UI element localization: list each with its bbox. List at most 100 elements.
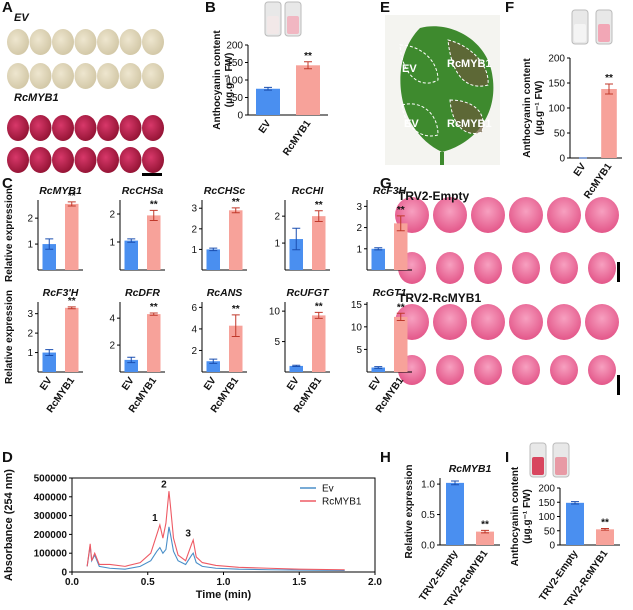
petal <box>547 197 581 233</box>
y-tick-label: 2 <box>274 212 280 223</box>
error-bar <box>149 312 158 316</box>
petal <box>550 252 578 284</box>
chart-title: RcGT1 <box>373 287 407 299</box>
panel-letter: A <box>2 0 13 16</box>
chart-title: RcMYB1 <box>449 463 492 475</box>
petal <box>433 304 467 340</box>
significance: ** <box>397 205 405 216</box>
significance: ** <box>150 302 158 313</box>
significance: ** <box>68 191 76 202</box>
petal <box>97 147 119 173</box>
petal <box>474 355 502 385</box>
error-bar <box>149 209 158 221</box>
y-tick-label: 200 <box>226 41 243 52</box>
significance: ** <box>397 302 405 313</box>
y-tick-label: 50 <box>544 526 556 537</box>
annotation: 2 <box>161 479 167 490</box>
tube-liquid <box>598 24 610 42</box>
significance: ** <box>605 73 613 84</box>
y-tick-label: 0.0 <box>421 541 435 552</box>
scale-bar <box>617 262 620 282</box>
bar <box>476 531 494 545</box>
petal <box>74 63 97 89</box>
y-tick-label: 50 <box>554 129 566 140</box>
significance: ** <box>315 200 323 211</box>
chart-title: RcCHSa <box>122 185 164 197</box>
y-tick-label: 100 <box>226 76 243 87</box>
petal <box>97 29 119 55</box>
y-tick-label: 1 <box>356 244 362 255</box>
chart-title: RcF3'H <box>43 287 79 299</box>
petal <box>142 115 164 141</box>
bar <box>147 215 161 270</box>
x-tick-label: 2.0 <box>368 577 382 588</box>
bar <box>312 315 326 372</box>
error-bar <box>605 83 613 95</box>
y-tick-label: 200 <box>548 54 565 65</box>
line-series <box>86 491 345 571</box>
chart-title: RcUFGT <box>287 287 331 299</box>
y-tick-label: 1 <box>109 238 115 249</box>
bar <box>42 352 56 372</box>
petal <box>97 115 119 141</box>
petal <box>142 29 164 55</box>
chart-title: RcCHSc <box>204 185 246 197</box>
petal <box>7 115 29 141</box>
bar <box>256 88 280 115</box>
panel-letter: H <box>380 449 391 466</box>
y-tick-label: 2 <box>27 214 33 225</box>
annotation: 3 <box>185 528 191 539</box>
photo-label: EV <box>402 63 417 75</box>
x-tick-label: 1.0 <box>217 577 231 588</box>
x-tick-label: RcMYB1 <box>281 118 314 158</box>
significance: ** <box>150 199 158 210</box>
bar <box>371 248 385 270</box>
petal <box>52 115 74 141</box>
petal <box>588 355 616 385</box>
petal <box>29 29 52 55</box>
line-series <box>86 526 345 572</box>
y-tick-label: 0 <box>237 111 243 122</box>
y-tick-label: 10 <box>269 307 281 318</box>
error-bar <box>45 238 54 250</box>
y-tick-label: 6 <box>191 303 197 314</box>
y-axis-label: Anthocyanin content <box>510 466 521 566</box>
x-tick-label: EV <box>257 118 274 136</box>
y-tick-label: 4 <box>109 314 115 325</box>
y-tick-label: 1 <box>274 239 280 250</box>
error-bar <box>304 61 312 70</box>
legend-label: Ev <box>322 484 334 495</box>
petal <box>436 355 464 385</box>
petal <box>119 147 142 173</box>
x-tick-label: EV <box>120 375 137 393</box>
bar <box>206 249 220 270</box>
panel-letter: G <box>380 175 392 192</box>
y-tick-label: 4 <box>191 324 197 335</box>
petal <box>52 29 74 55</box>
x-tick-label: EV <box>202 375 219 393</box>
y-tick-label: 50 <box>232 93 244 104</box>
y-axis-label: Relative expression <box>4 188 15 282</box>
bar <box>296 65 320 115</box>
y-tick-label: 150 <box>538 498 555 509</box>
bar <box>371 367 385 372</box>
petal <box>588 252 616 284</box>
petal <box>52 147 74 173</box>
scale-bar <box>617 375 620 395</box>
error-bar <box>396 215 405 232</box>
chart-title: RcDFR <box>125 287 160 299</box>
bar <box>566 502 584 545</box>
y-tick-label: 2 <box>109 341 115 352</box>
y-tick-label: 0 <box>559 154 565 165</box>
petal <box>29 63 52 89</box>
y-tick-label: 150 <box>226 58 243 69</box>
panel-letter: I <box>505 449 509 466</box>
significance: ** <box>304 51 312 62</box>
y-tick-label: 2 <box>191 224 197 235</box>
x-tick-label: 1.5 <box>292 577 306 588</box>
y-tick-label: 100 <box>548 104 565 115</box>
petal <box>119 115 142 141</box>
petal <box>512 355 540 385</box>
bar <box>289 239 303 270</box>
